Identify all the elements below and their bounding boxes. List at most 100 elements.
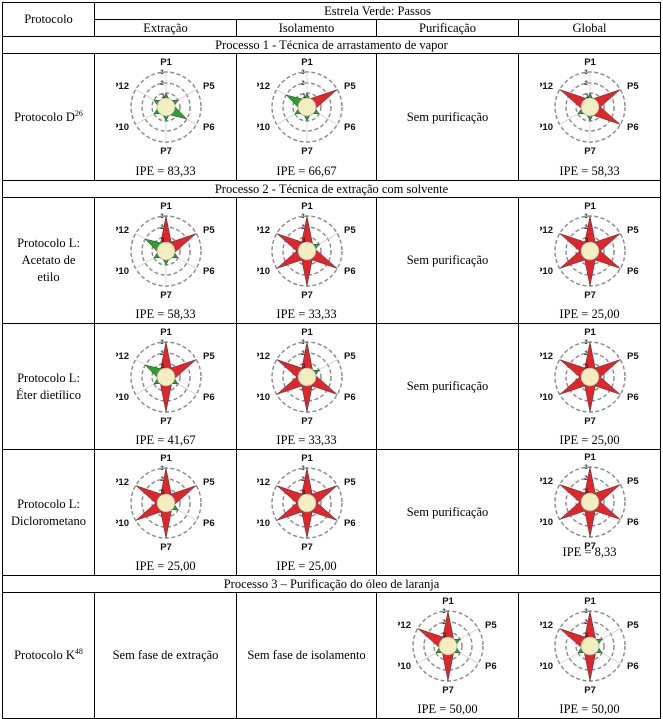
axis-label-p5: P5 [627, 225, 639, 236]
axis-label-p5: P5 [344, 477, 356, 488]
scale-label-2: 2 [584, 351, 588, 357]
axis-label-p10: P10 [540, 392, 553, 403]
cell-extracao: 3 2 1 P1 P5 P6 P7 P10 P12 IPE = 58,33 [94, 197, 237, 324]
protocol-label-line: Protocolo L: [17, 370, 80, 385]
axis-label-p7: P7 [584, 685, 596, 696]
scale-label-1: 1 [161, 364, 165, 370]
ipe-value: IPE = 25,00 [559, 433, 620, 447]
ipe-value: IPE = 58,33 [135, 307, 196, 321]
axis-label-p7: P7 [301, 146, 313, 157]
scale-label-2: 2 [584, 81, 588, 87]
axis-label-p12: P12 [257, 225, 270, 236]
axis-label-p6: P6 [627, 392, 639, 403]
scale-label-1: 1 [585, 238, 589, 244]
axis-label-p7: P7 [301, 542, 313, 553]
table-row: Protocolo L: Acetato de etilo 3 2 1 P1 P5 P6 P7 P… [2, 197, 662, 324]
scale-label-2: 2 [301, 477, 305, 483]
cell-purificacao: Sem purificação [376, 323, 519, 450]
axis-label-p12: P12 [540, 81, 553, 92]
process-row: Processo 1 - Técnica de arrastamento de … [1, 36, 662, 54]
axis-label-p7: P7 [584, 416, 596, 427]
scale-label-2: 2 [160, 81, 164, 87]
scale-label-3: 3 [160, 466, 164, 472]
axis-label-p10: P10 [540, 517, 553, 528]
axis-label-p5: P5 [627, 620, 639, 631]
scale-label-1: 1 [585, 489, 589, 495]
green-star-chart: 3 2 1 P1 P5 P6 P7 P10 P12 [398, 596, 497, 696]
star-center [156, 493, 175, 513]
axis-label-p5: P5 [203, 81, 215, 92]
header-step-purificacao: Purificação [376, 19, 519, 37]
reference-number: 26 [74, 108, 83, 118]
scale-label-3: 3 [160, 214, 164, 220]
scale-label-1: 1 [161, 238, 165, 244]
scale-label-2: 2 [301, 225, 305, 231]
axis-label-p1: P1 [584, 596, 596, 607]
scale-label-3: 3 [584, 465, 588, 471]
cell-isolamento: Sem fase de isolamento [236, 592, 377, 719]
cell-purificacao: Sem purificação [376, 449, 519, 576]
axis-label-p6: P6 [485, 661, 497, 672]
axis-label-p1: P1 [301, 57, 313, 68]
axis-label-p6: P6 [627, 266, 639, 277]
axis-label-p7: P7 [160, 290, 172, 301]
axis-label-p12: P12 [116, 351, 129, 362]
axis-label-p12: P12 [257, 81, 270, 92]
cell-global: 3 2 1 P1 P5 P6 P7 P10 P12 IPE = 50,00 [517, 592, 662, 719]
scale-label-3: 3 [584, 214, 588, 220]
axis-label-p7: P7 [160, 542, 172, 553]
axis-label-p6: P6 [203, 392, 215, 403]
ipe-value: IPE = 8,33 [562, 545, 617, 559]
axis-label-p5: P5 [485, 620, 497, 631]
scale-label-1: 1 [302, 94, 306, 100]
header-group: Estrela Verde: Passos [93, 2, 662, 20]
axis-label-p7: P7 [160, 416, 172, 427]
scale-label-3: 3 [160, 340, 164, 346]
green-star-chart: 3 2 1 P1 P5 P6 P7 P10 P12 [116, 201, 215, 301]
process-row: Processo 3 – Purificação do óleo de lara… [1, 575, 662, 593]
cell-isolamento: 3 2 1 P1 P5 P6 P7 P10 P12 IPE = 33,33 [236, 323, 377, 450]
green-star-chart: 3 2 1 P1 P5 P6 P7 P10 P12 [257, 201, 356, 301]
axis-label-p5: P5 [344, 225, 356, 236]
star-center [156, 241, 175, 261]
axis-label-p12: P12 [257, 351, 270, 362]
axis-label-p5: P5 [344, 351, 356, 362]
scale-label-2: 2 [442, 620, 446, 626]
axis-label-p1: P1 [160, 453, 172, 464]
header-step-extracao: Extração [94, 19, 237, 37]
axis-label-p6: P6 [627, 517, 639, 528]
axis-label-p7: P7 [442, 685, 454, 696]
axis-label-p5: P5 [627, 476, 639, 487]
reference-number: 48 [74, 646, 83, 656]
ipe-value: IPE = 66,67 [276, 164, 337, 178]
cell-purificacao: 3 2 1 P1 P5 P6 P7 P10 P12 IPE = 50,00 [376, 592, 519, 719]
axis-label-p10: P10 [116, 518, 129, 529]
cell-extracao: 3 2 1 P1 P5 P6 P7 P10 P12 IPE = 83,33 [94, 53, 237, 181]
green-star-chart: 3 2 1 P1 P5 P6 P7 P10 P12 [540, 596, 639, 696]
scale-label-2: 2 [160, 351, 164, 357]
protocol-label: Protocolo L: Diclorometano [2, 449, 95, 576]
header-row-2: Extração Isolamento Purificação Global [3, 19, 662, 37]
scale-label-2: 2 [584, 476, 588, 482]
scale-label-1: 1 [161, 490, 165, 496]
scale-label-3: 3 [301, 466, 305, 472]
axis-label-p12: P12 [116, 81, 129, 92]
star-center [580, 636, 599, 656]
scale-label-2: 2 [160, 477, 164, 483]
green-star-chart: 3 2 1 P1 P5 P6 P7 P10 P12 [116, 327, 215, 427]
process-title: Processo 1 - Técnica de arrastamento de … [1, 36, 662, 54]
axis-label-p5: P5 [344, 81, 356, 92]
axis-label-p5: P5 [203, 225, 215, 236]
ipe-value: IPE = 25,00 [559, 307, 620, 321]
axis-label-p7: P7 [301, 290, 313, 301]
axis-label-p1: P1 [584, 57, 596, 68]
axis-label-p1: P1 [301, 453, 313, 464]
scale-label-3: 3 [160, 70, 164, 76]
axis-label-p1: P1 [160, 57, 172, 68]
axis-label-p6: P6 [203, 122, 215, 133]
scale-label-2: 2 [584, 620, 588, 626]
axis-label-p6: P6 [627, 122, 639, 133]
axis-label-p5: P5 [203, 477, 215, 488]
star-center [156, 97, 175, 117]
cell-global: 3 2 1 P1 P5 P6 P7 P10 P12 IPE = 58,33 [517, 53, 662, 181]
